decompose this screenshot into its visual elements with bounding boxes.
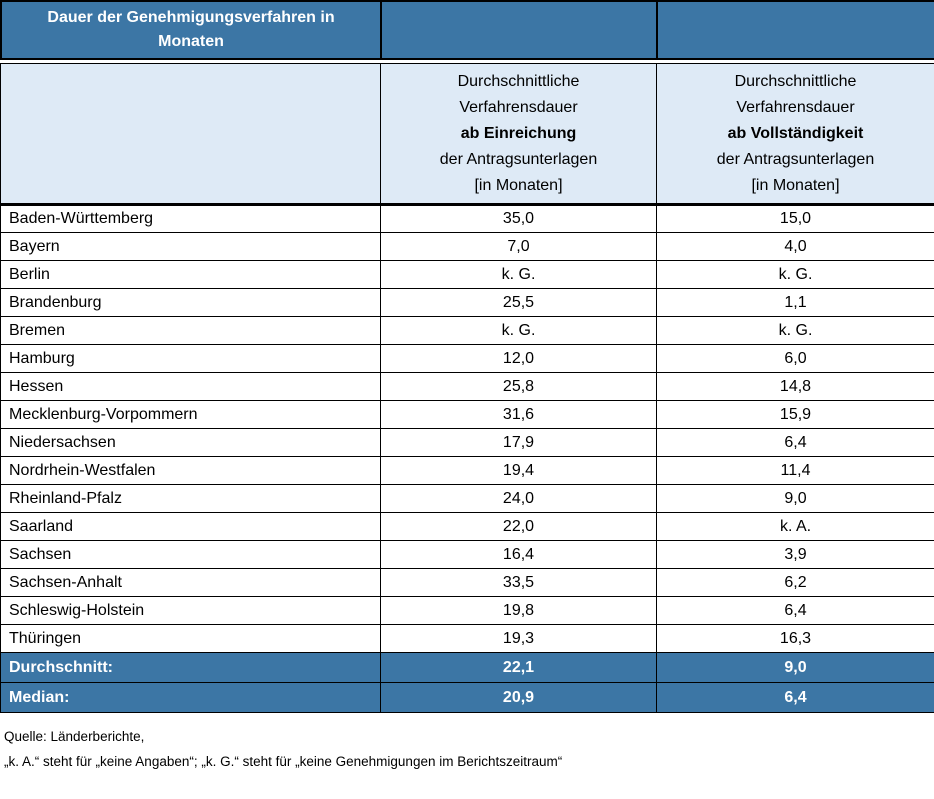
title-row: Dauer der Genehmigungsverfahren in Monat… bbox=[0, 0, 934, 60]
table-row: Bayern 7,0 4,0 bbox=[0, 232, 934, 261]
table-title: Dauer der Genehmigungsverfahren in Monat… bbox=[0, 0, 382, 60]
table-row: Saarland 22,0 k. A. bbox=[0, 512, 934, 541]
average-submission-cell: 22,1 bbox=[380, 652, 657, 683]
completeness-value-cell: k. A. bbox=[656, 512, 934, 541]
state-name-cell: Hessen bbox=[0, 372, 381, 401]
submission-value-cell: 19,3 bbox=[380, 624, 657, 653]
state-name-cell: Brandenburg bbox=[0, 288, 381, 317]
header-line: der Antragsunterlagen bbox=[439, 150, 598, 168]
completeness-value-cell: 1,1 bbox=[656, 288, 934, 317]
submission-value-cell: 12,0 bbox=[380, 344, 657, 373]
header-line: [in Monaten] bbox=[474, 176, 563, 194]
header-line: Durchschnittliche bbox=[734, 72, 857, 90]
average-row: Durchschnitt: 22,1 9,0 bbox=[0, 652, 934, 683]
header-line: [in Monaten] bbox=[751, 176, 840, 194]
state-name-cell: Mecklenburg-Vorpommern bbox=[0, 400, 381, 429]
state-name-cell: Thüringen bbox=[0, 624, 381, 653]
title-spacer-cell-1 bbox=[380, 0, 658, 60]
table-row: Sachsen 16,4 3,9 bbox=[0, 540, 934, 569]
column-header-row: Durchschnittliche Verfahrensdauer ab Ein… bbox=[0, 63, 934, 206]
header-line: Verfahrensdauer bbox=[459, 98, 578, 116]
state-name-cell: Baden-Württemberg bbox=[0, 204, 381, 233]
table-row: Mecklenburg-Vorpommern 31,6 15,9 bbox=[0, 400, 934, 429]
completeness-value-cell: 14,8 bbox=[656, 372, 934, 401]
completeness-value-cell: 6,2 bbox=[656, 568, 934, 597]
data-table: Durchschnittliche Verfahrensdauer ab Ein… bbox=[0, 63, 934, 713]
completeness-value-cell: 6,0 bbox=[656, 344, 934, 373]
footnotes: Quelle: Länderberichte, „k. A.“ steht fü… bbox=[4, 724, 934, 774]
header-line-bold: ab Vollständigkeit bbox=[727, 124, 864, 142]
state-name-cell: Schleswig-Holstein bbox=[0, 596, 381, 625]
table-row: Baden-Württemberg 35,0 15,0 bbox=[0, 204, 934, 233]
submission-value-cell: 35,0 bbox=[380, 204, 657, 233]
completeness-value-cell: k. G. bbox=[656, 260, 934, 289]
column-header-submission: Durchschnittliche Verfahrensdauer ab Ein… bbox=[380, 63, 657, 206]
submission-value-cell: 22,0 bbox=[380, 512, 657, 541]
median-completeness-cell: 6,4 bbox=[656, 682, 934, 713]
completeness-value-cell: 6,4 bbox=[656, 428, 934, 457]
completeness-value-cell: 3,9 bbox=[656, 540, 934, 569]
submission-value-cell: 24,0 bbox=[380, 484, 657, 513]
legend-note: „k. A.“ steht für „keine Angaben“; „k. G… bbox=[4, 754, 563, 769]
column-header-state-empty bbox=[0, 63, 381, 206]
state-name-cell: Sachsen bbox=[0, 540, 381, 569]
source-note: Quelle: Länderberichte, bbox=[4, 729, 145, 744]
title-table: Dauer der Genehmigungsverfahren in Monat… bbox=[0, 0, 934, 60]
table-row: Bremen k. G. k. G. bbox=[0, 316, 934, 345]
completeness-value-cell: 16,3 bbox=[656, 624, 934, 653]
completeness-value-cell: 11,4 bbox=[656, 456, 934, 485]
table-row: Berlin k. G. k. G. bbox=[0, 260, 934, 289]
table-row: Niedersachsen 17,9 6,4 bbox=[0, 428, 934, 457]
state-name-cell: Saarland bbox=[0, 512, 381, 541]
submission-value-cell: 7,0 bbox=[380, 232, 657, 261]
median-label-cell: Median: bbox=[0, 682, 381, 713]
completeness-value-cell: 4,0 bbox=[656, 232, 934, 261]
column-header-completeness: Durchschnittliche Verfahrensdauer ab Vol… bbox=[656, 63, 934, 206]
table-row: Sachsen-Anhalt 33,5 6,2 bbox=[0, 568, 934, 597]
submission-value-cell: 33,5 bbox=[380, 568, 657, 597]
median-submission-cell: 20,9 bbox=[380, 682, 657, 713]
submission-value-cell: 17,9 bbox=[380, 428, 657, 457]
median-row: Median: 20,9 6,4 bbox=[0, 682, 934, 713]
state-name-cell: Berlin bbox=[0, 260, 381, 289]
submission-value-cell: 25,8 bbox=[380, 372, 657, 401]
state-name-cell: Nordrhein-Westfalen bbox=[0, 456, 381, 485]
state-name-cell: Niedersachsen bbox=[0, 428, 381, 457]
state-name-cell: Hamburg bbox=[0, 344, 381, 373]
completeness-value-cell: 15,0 bbox=[656, 204, 934, 233]
submission-value-cell: k. G. bbox=[380, 316, 657, 345]
state-name-cell: Bremen bbox=[0, 316, 381, 345]
state-name-cell: Bayern bbox=[0, 232, 381, 261]
submission-value-cell: 31,6 bbox=[380, 400, 657, 429]
table-row: Hessen 25,8 14,8 bbox=[0, 372, 934, 401]
average-label-cell: Durchschnitt: bbox=[0, 652, 381, 683]
table-row: Hamburg 12,0 6,0 bbox=[0, 344, 934, 373]
completeness-value-cell: k. G. bbox=[656, 316, 934, 345]
submission-value-cell: k. G. bbox=[380, 260, 657, 289]
header-line-bold: ab Einreichung bbox=[460, 124, 577, 142]
state-name-cell: Sachsen-Anhalt bbox=[0, 568, 381, 597]
table-row: Rheinland-Pfalz 24,0 9,0 bbox=[0, 484, 934, 513]
header-line: Verfahrensdauer bbox=[736, 98, 855, 116]
table-row: Schleswig-Holstein 19,8 6,4 bbox=[0, 596, 934, 625]
completeness-value-cell: 9,0 bbox=[656, 484, 934, 513]
table-row: Thüringen 19,3 16,3 bbox=[0, 624, 934, 653]
submission-value-cell: 19,8 bbox=[380, 596, 657, 625]
submission-value-cell: 16,4 bbox=[380, 540, 657, 569]
table-row: Brandenburg 25,5 1,1 bbox=[0, 288, 934, 317]
header-line: der Antragsunterlagen bbox=[716, 150, 875, 168]
table-row: Nordrhein-Westfalen 19,4 11,4 bbox=[0, 456, 934, 485]
state-name-cell: Rheinland-Pfalz bbox=[0, 484, 381, 513]
submission-value-cell: 25,5 bbox=[380, 288, 657, 317]
average-completeness-cell: 9,0 bbox=[656, 652, 934, 683]
header-line: Durchschnittliche bbox=[457, 72, 580, 90]
completeness-value-cell: 15,9 bbox=[656, 400, 934, 429]
submission-value-cell: 19,4 bbox=[380, 456, 657, 485]
title-spacer-cell-2 bbox=[656, 0, 934, 60]
completeness-value-cell: 6,4 bbox=[656, 596, 934, 625]
